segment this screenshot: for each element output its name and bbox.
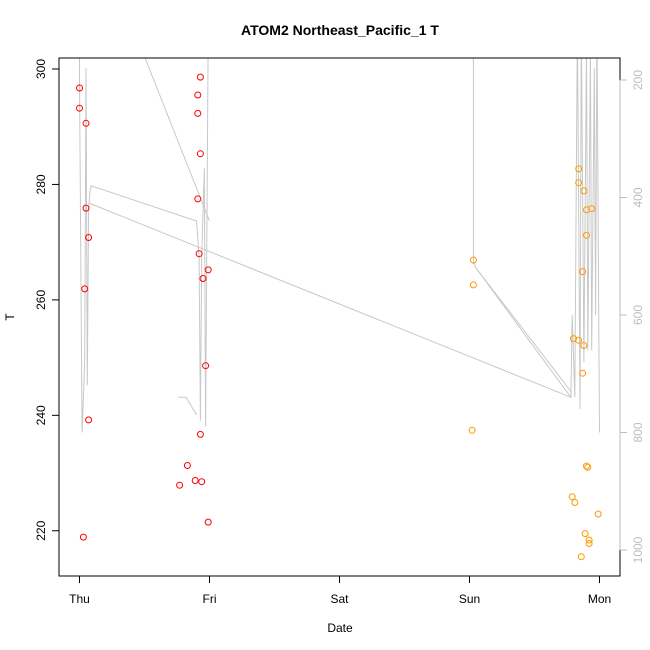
data-point [194, 109, 202, 117]
data-point [85, 234, 93, 241]
depth-trace-line [79, 58, 600, 433]
data-point [575, 179, 583, 187]
data-point [583, 231, 590, 239]
y-tick-label: 260 [34, 290, 48, 310]
data-point [575, 165, 583, 173]
data-point [594, 510, 602, 518]
data-point [79, 533, 87, 541]
x-axis: Thu Fri Sat Sun Mon [69, 575, 611, 606]
y-axis: 220 240 260 280 300 [34, 59, 60, 541]
data-point [583, 462, 590, 470]
y-tick-label: 280 [34, 174, 48, 194]
data-point [76, 84, 83, 92]
data-point [585, 540, 593, 547]
data-point [82, 204, 90, 212]
y2-axis: 200 400 600 800 1000 [619, 70, 645, 563]
y-axis-label: T [3, 313, 17, 321]
data-point [196, 430, 204, 438]
x-tick-label: Sun [459, 592, 480, 606]
data-point [202, 362, 210, 370]
data-point [583, 206, 590, 214]
y2-tick-label: 800 [631, 422, 645, 442]
data-point [196, 150, 204, 158]
y-tick-label: 220 [34, 520, 48, 540]
x-tick-label: Fri [203, 592, 217, 606]
data-point [194, 195, 202, 203]
data-point [579, 369, 587, 377]
data-point [575, 336, 583, 344]
data-point [579, 268, 587, 276]
data-point [194, 91, 202, 99]
depth-trace-segment-2 [178, 396, 197, 416]
data-point [468, 426, 476, 434]
data-point [76, 104, 83, 112]
data-point [585, 536, 593, 544]
data-point [176, 481, 184, 489]
x-tick-label: Mon [588, 592, 611, 606]
data-point [581, 530, 589, 538]
y2-tick-label: 600 [631, 305, 645, 325]
y2-tick-label: 1000 [631, 536, 645, 563]
data-point [204, 518, 212, 526]
data-point [588, 205, 596, 213]
plot-area [76, 58, 602, 561]
data-point [199, 275, 207, 282]
plot-content [76, 58, 602, 561]
data-point [580, 187, 588, 195]
data-point [198, 478, 206, 486]
data-point [571, 499, 579, 506]
data-point [191, 477, 199, 484]
x-tick-label: Sat [330, 592, 349, 606]
plot-frame [58, 57, 621, 577]
y-tick-label: 300 [34, 59, 48, 79]
data-point [195, 250, 203, 258]
depth-trace-segment-0 [144, 58, 210, 222]
data-point [85, 416, 93, 424]
x-tick-label: Thu [69, 592, 90, 606]
y2-tick-label: 200 [631, 70, 645, 90]
chart-title: ATOM2 Northeast_Pacific_1 T [241, 22, 439, 38]
data-point [584, 463, 592, 471]
depth-trace-segment-3 [475, 267, 572, 392]
data-point [580, 342, 588, 349]
data-point [183, 462, 191, 469]
data-point [196, 73, 204, 81]
data-point [82, 119, 90, 127]
data-point [469, 281, 477, 289]
data-point [568, 493, 576, 501]
data-point [469, 256, 477, 264]
data-point [81, 285, 89, 293]
y2-tick-label: 400 [631, 187, 645, 207]
data-point [577, 553, 585, 561]
depth-trace-segment-1 [89, 202, 572, 398]
y-tick-label: 240 [34, 405, 48, 425]
data-point [204, 266, 212, 274]
x-axis-label: Date [327, 621, 353, 635]
